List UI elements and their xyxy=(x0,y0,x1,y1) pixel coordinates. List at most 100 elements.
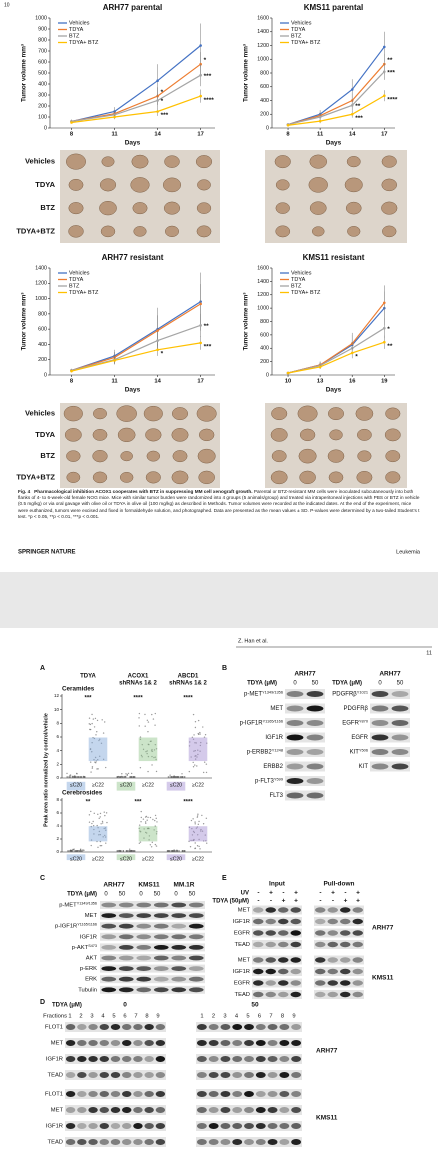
y-tick-label: 400 xyxy=(38,342,47,348)
cell-line: KMS11 xyxy=(316,1115,338,1122)
blot-band xyxy=(110,1107,121,1113)
tumor xyxy=(357,450,372,462)
dot xyxy=(194,749,196,752)
box xyxy=(116,854,136,861)
dot xyxy=(154,843,157,846)
blot-band xyxy=(315,957,326,963)
row-label: TDYA xyxy=(35,180,55,189)
dot xyxy=(150,846,153,848)
dot xyxy=(121,773,123,775)
protein-label: PDGFRβ xyxy=(332,692,357,698)
blot-band xyxy=(101,945,117,950)
blot-band xyxy=(327,980,338,986)
tumor xyxy=(120,451,133,462)
blot-band xyxy=(122,1072,132,1078)
dot xyxy=(141,743,143,746)
dot xyxy=(130,772,133,775)
blot-band xyxy=(306,749,324,755)
blot-band xyxy=(88,1056,98,1062)
dot xyxy=(199,848,201,850)
blot-band xyxy=(118,923,134,929)
blot xyxy=(314,990,364,999)
blot-band xyxy=(122,1056,132,1062)
data-point xyxy=(156,99,159,102)
blot xyxy=(285,703,325,714)
dot xyxy=(143,837,145,839)
blot-band xyxy=(267,1024,278,1030)
x-axis-label: Days xyxy=(125,387,141,394)
caption-text: Parental or BTZ-resistant MM cells were … xyxy=(18,489,420,519)
blot-band xyxy=(122,1024,132,1030)
x-tick-label: ≤C20 xyxy=(120,856,132,862)
x-axis-label: Days xyxy=(125,140,141,147)
fraction-number: 5 xyxy=(112,1014,115,1020)
dot xyxy=(196,826,199,828)
protein-label: MET xyxy=(51,1108,64,1114)
dot xyxy=(190,819,193,822)
blot-band xyxy=(291,1091,302,1097)
blot-band xyxy=(371,720,389,726)
blot-band xyxy=(144,1123,154,1129)
y-tick-label: 600 xyxy=(38,327,47,333)
dot xyxy=(95,762,97,764)
protein-label-sup: Y1165/1166 xyxy=(77,923,97,927)
dot xyxy=(177,850,179,852)
fraction-number: 6 xyxy=(258,1014,261,1020)
dot xyxy=(90,844,92,847)
dot xyxy=(76,776,79,778)
dot xyxy=(197,733,200,736)
protein-label-sup: Y599 xyxy=(274,777,283,782)
tumor xyxy=(92,428,108,441)
dot xyxy=(91,767,94,769)
protein-label-sup: S473 xyxy=(88,944,97,948)
dot xyxy=(105,766,107,769)
blot-band xyxy=(306,705,324,712)
dot xyxy=(90,839,93,841)
tumor xyxy=(381,155,397,168)
series-line xyxy=(71,342,201,372)
data-point xyxy=(383,301,386,305)
blot xyxy=(314,928,364,938)
data-point xyxy=(199,324,202,327)
protein-label: FLOT1 xyxy=(45,1025,63,1031)
row-label: Vehicles xyxy=(25,409,55,418)
series-line xyxy=(287,46,385,126)
tumor xyxy=(66,153,86,170)
y-tick-label: 600 xyxy=(260,332,269,338)
tumor xyxy=(92,471,108,484)
y-axis-label: Tumor volume mm³ xyxy=(21,44,28,102)
dot xyxy=(145,750,147,753)
tumor xyxy=(99,178,117,192)
significance: *** xyxy=(204,344,212,351)
x-tick-label: 16 xyxy=(349,379,356,385)
protein-label: IGF1R xyxy=(80,934,97,940)
dot xyxy=(101,820,104,823)
condition-sign: - xyxy=(319,898,321,905)
blot-band xyxy=(122,1107,132,1113)
blot-band xyxy=(255,1123,266,1129)
blot-band xyxy=(144,1072,154,1078)
dot xyxy=(147,730,149,733)
tumor xyxy=(130,177,150,193)
blot-band xyxy=(220,1123,231,1129)
significance: *** xyxy=(355,115,363,122)
blot-band xyxy=(391,763,409,770)
blot-band xyxy=(253,907,264,913)
protein-label: Tubulin xyxy=(78,987,97,993)
blot-band xyxy=(155,1072,166,1078)
blot-band xyxy=(306,691,324,697)
data-point xyxy=(383,326,386,330)
blot-band xyxy=(196,1040,207,1046)
blot-band xyxy=(340,980,351,986)
dot xyxy=(150,750,153,752)
dot xyxy=(91,822,93,825)
dot xyxy=(192,818,194,820)
condition-sign: - xyxy=(282,890,284,897)
blot-band xyxy=(278,918,289,925)
blot-band xyxy=(327,907,338,913)
blot-band xyxy=(208,1107,219,1113)
dot xyxy=(194,821,196,823)
blot-band xyxy=(232,1139,243,1145)
dot xyxy=(154,743,157,746)
blot-band xyxy=(133,1139,143,1145)
